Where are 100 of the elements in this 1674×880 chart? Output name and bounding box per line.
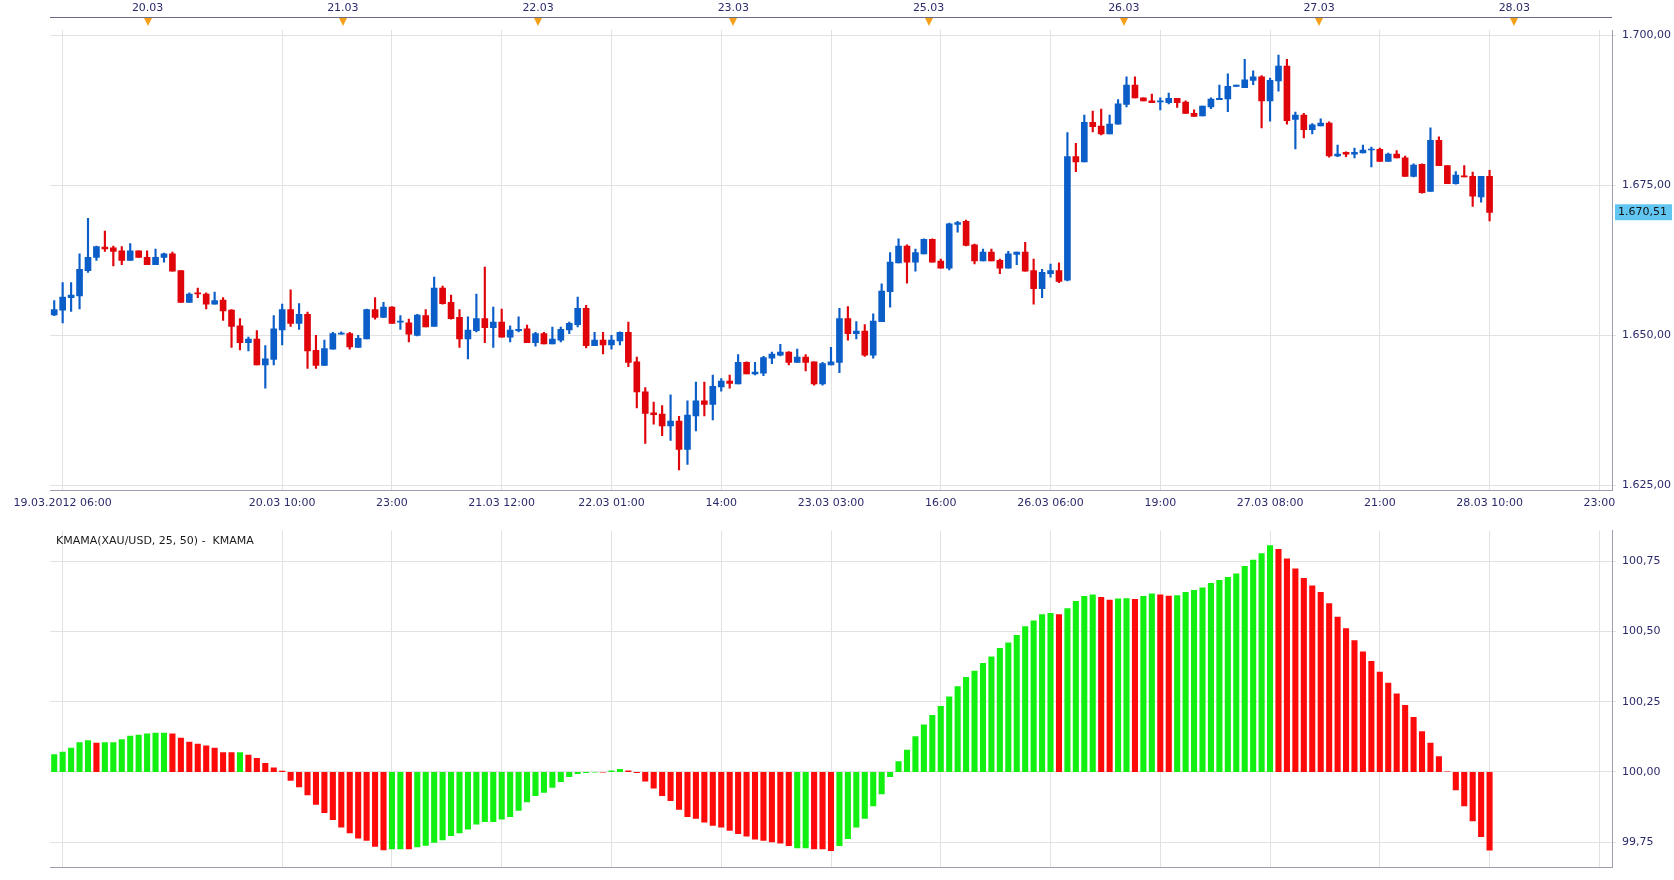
- x-tick-label: 21.03 12:00: [468, 496, 536, 510]
- bar: [177, 737, 184, 772]
- text: 27.03: [1303, 0, 1335, 14]
- bar: [870, 771, 877, 807]
- bar: [397, 771, 404, 850]
- bar: [903, 749, 911, 772]
- x-tick-label: 26.03 06:00: [1017, 496, 1084, 510]
- bar: [1402, 704, 1409, 772]
- y-tick-label: 1.650,00: [1622, 328, 1671, 342]
- bar: [84, 740, 92, 772]
- x-tick-label: 27.03 08:00: [1236, 496, 1304, 510]
- x-tick-label: 23.03 03:00: [797, 496, 865, 510]
- bar: [68, 747, 75, 772]
- bar: [1106, 599, 1113, 772]
- bar: [675, 771, 683, 810]
- bar: [1030, 620, 1037, 772]
- bar: [1410, 716, 1417, 772]
- text: 21.03: [327, 0, 359, 14]
- bar: [439, 771, 446, 841]
- bar: [988, 656, 995, 772]
- bar: [566, 771, 573, 778]
- bar: [312, 771, 319, 805]
- bar: [912, 736, 919, 772]
- bar: [1309, 585, 1316, 772]
- bar: [1013, 635, 1020, 772]
- bar: [979, 663, 987, 772]
- text: 25.03: [912, 0, 945, 14]
- bar: [296, 771, 303, 788]
- bar: [515, 771, 522, 811]
- bar: [1393, 693, 1400, 772]
- bar: [1115, 598, 1122, 772]
- bar: [819, 771, 826, 850]
- bar: [93, 742, 100, 772]
- bar: [1435, 756, 1442, 772]
- bar: [1267, 545, 1274, 772]
- bar: [1098, 597, 1105, 772]
- bar: [1376, 671, 1383, 772]
- bar: [768, 771, 775, 843]
- bar: [431, 771, 438, 843]
- bar: [1064, 608, 1071, 772]
- bar: [1207, 583, 1214, 772]
- bar: [1461, 771, 1468, 807]
- x-tick-label: 21:00: [1363, 496, 1396, 510]
- bar: [372, 771, 379, 847]
- bar: [811, 771, 818, 850]
- bar: [616, 768, 623, 772]
- bar: [785, 771, 792, 847]
- bar: [422, 771, 429, 846]
- bar: [380, 771, 387, 851]
- bar: [1174, 595, 1181, 772]
- bar: [1241, 565, 1248, 772]
- bar: [929, 715, 936, 772]
- bar: [1427, 742, 1434, 772]
- bar: [1072, 601, 1079, 772]
- bar: [540, 771, 547, 793]
- bar: [59, 751, 66, 772]
- bar: [1275, 549, 1282, 772]
- x-tick-label: 14:00: [705, 496, 738, 510]
- y-tick-label: 1.700,00: [1622, 28, 1671, 42]
- bar: [726, 771, 733, 831]
- bar: [338, 771, 345, 828]
- bar: [1317, 592, 1324, 772]
- bar: [1224, 576, 1231, 772]
- y-tick-label: 100,25: [1622, 694, 1661, 708]
- candlestick: [1047, 263, 1054, 278]
- bar: [794, 771, 801, 849]
- bar: [245, 754, 252, 772]
- bar: [751, 771, 759, 840]
- bar: [1157, 594, 1164, 772]
- bar: [160, 732, 168, 772]
- bar: [270, 767, 277, 772]
- bar: [946, 696, 953, 772]
- bar: [1148, 593, 1155, 772]
- y-tick-label: 100,50: [1622, 624, 1661, 638]
- bar: [963, 677, 970, 772]
- bar: [473, 771, 480, 825]
- bar: [203, 745, 210, 772]
- x-tick-label: 28.03 10:00: [1456, 496, 1523, 510]
- bar: [760, 771, 767, 841]
- bar: [878, 771, 885, 795]
- text: 28.03: [1498, 0, 1531, 14]
- text: 1.670,51: [1618, 205, 1667, 219]
- bar: [456, 771, 463, 834]
- bar: [414, 771, 421, 848]
- text: 22.03: [522, 0, 554, 14]
- bar: [101, 742, 108, 772]
- bar: [304, 771, 311, 796]
- bar: [1418, 731, 1426, 772]
- bar: [1283, 558, 1290, 772]
- text: 20.03: [131, 0, 164, 14]
- bar: [709, 771, 716, 826]
- bar: [228, 752, 235, 772]
- bar: [448, 771, 455, 836]
- bar: [51, 754, 58, 772]
- x-tick-label: 19:00: [1144, 496, 1177, 510]
- y-tick-label: 1.625,00: [1622, 478, 1671, 492]
- bar: [1359, 651, 1366, 772]
- bar: [363, 771, 370, 841]
- bar: [1258, 553, 1265, 772]
- bar: [1123, 598, 1130, 772]
